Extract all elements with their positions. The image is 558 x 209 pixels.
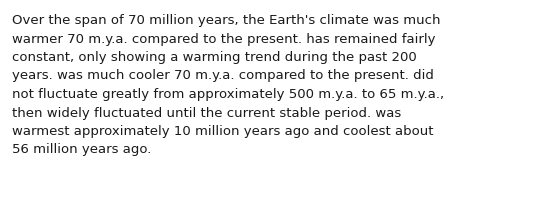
Text: Over the span of 70 million years, the Earth's climate was much
warmer 70 m.y.a.: Over the span of 70 million years, the E… bbox=[12, 14, 444, 157]
